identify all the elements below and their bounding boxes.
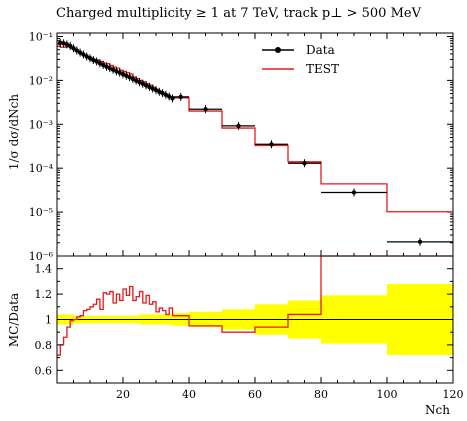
data-point xyxy=(150,86,155,91)
ratio-y-tick-label: 0.8 xyxy=(35,339,53,352)
x-tick-label: 120 xyxy=(443,388,464,401)
main-y-tick-label: 10⁻⁴ xyxy=(29,162,54,175)
x-tick-label: 60 xyxy=(248,388,262,401)
data-point xyxy=(74,48,80,53)
ratio-y-tick-label: 1 xyxy=(45,314,52,327)
data-point xyxy=(110,67,116,72)
data-point xyxy=(114,68,119,74)
x-tick-label: 100 xyxy=(377,388,398,401)
main-y-tick-label: 10⁻⁶ xyxy=(29,250,54,263)
x-tick-label: 40 xyxy=(182,388,196,401)
data-point xyxy=(117,70,122,75)
data-point xyxy=(134,78,139,83)
ratio-y-tick-label: 1.4 xyxy=(35,263,53,276)
data-point xyxy=(137,79,142,85)
ratio-axis-ticks: 0.6 0.8 1 1.2 1.4 20 40 60 80 100 120 xyxy=(35,255,464,401)
data-point xyxy=(107,65,113,71)
chart-title: Charged multiplicity ≥ 1 at 7 TeV, track… xyxy=(56,6,422,21)
data-point xyxy=(157,89,162,94)
data-point xyxy=(417,239,423,245)
data-point xyxy=(140,81,145,86)
data-point xyxy=(84,54,89,59)
x-tick-label: 20 xyxy=(116,388,130,401)
legend-data-label: Data xyxy=(306,43,335,57)
data-point xyxy=(104,64,109,69)
data-point xyxy=(120,72,126,77)
data-point xyxy=(91,57,96,63)
test-ratio-histogram xyxy=(57,255,453,356)
legend: Data TEST xyxy=(262,43,339,76)
main-axis-ticks: 10⁻⁶ 10⁻⁵ 10⁻⁴ 10⁻³ 10⁻² 10⁻¹ xyxy=(29,30,454,263)
main-y-axis-label: 1/σ dσ/dNch xyxy=(7,94,21,171)
data-point xyxy=(236,123,241,129)
test-ratio-line xyxy=(57,255,453,356)
data-point xyxy=(167,94,172,99)
data-point xyxy=(163,92,169,97)
x-axis-label: Nch xyxy=(425,403,450,417)
data-point xyxy=(147,84,152,90)
legend-data-marker xyxy=(275,47,281,53)
data-point xyxy=(81,52,86,57)
data-point xyxy=(71,46,76,51)
data-point xyxy=(127,75,132,80)
data-point xyxy=(269,142,274,147)
data-point xyxy=(61,41,66,46)
data-point xyxy=(101,62,106,68)
ratio-y-axis-label: MC/Data xyxy=(7,293,21,347)
main-y-tick-label: 10⁻⁵ xyxy=(29,206,53,219)
data-point xyxy=(178,94,183,100)
ratio-y-tick-label: 0.6 xyxy=(35,364,53,377)
ratio-plot-border xyxy=(56,255,454,384)
data-point xyxy=(64,42,70,47)
main-y-tick-label: 10⁻¹ xyxy=(29,30,53,43)
legend-test-label: TEST xyxy=(306,62,339,76)
main-y-tick-label: 10⁻³ xyxy=(29,118,53,131)
data-point xyxy=(302,160,307,166)
data-point xyxy=(68,43,73,49)
data-point xyxy=(351,190,357,195)
main-y-tick-label: 10⁻² xyxy=(29,74,53,87)
data-point xyxy=(130,76,136,82)
x-tick-label: 80 xyxy=(314,388,328,401)
data-point xyxy=(77,50,83,55)
data-point xyxy=(153,87,159,93)
ratio-y-tick-label: 1.2 xyxy=(35,288,53,301)
data-point xyxy=(97,61,103,66)
data-point xyxy=(160,91,165,96)
data-point xyxy=(143,83,149,88)
data-points xyxy=(58,38,453,246)
data-point xyxy=(94,59,99,64)
data-point xyxy=(124,73,129,78)
data-point xyxy=(58,40,63,45)
data-point xyxy=(203,107,208,112)
data-point xyxy=(87,56,93,61)
